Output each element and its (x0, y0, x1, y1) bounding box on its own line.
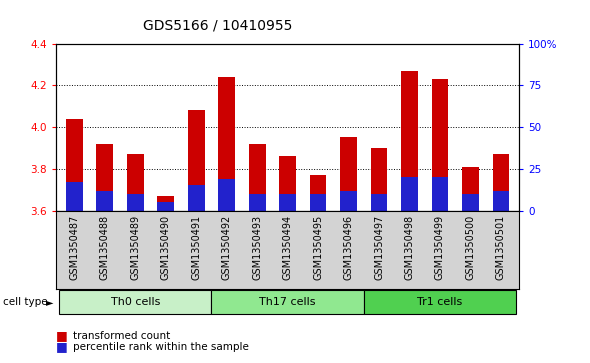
Text: GSM1350493: GSM1350493 (252, 215, 262, 280)
Bar (279, 156, 296, 211)
Text: Th0 cells: Th0 cells (110, 297, 160, 307)
Bar (127, 194, 143, 211)
Bar (432, 177, 448, 211)
Text: GSM1350492: GSM1350492 (222, 215, 232, 280)
Bar (371, 194, 388, 211)
Bar (249, 144, 266, 211)
FancyBboxPatch shape (59, 290, 211, 314)
Bar (310, 175, 326, 211)
Text: GSM1350488: GSM1350488 (100, 215, 110, 280)
Text: GSM1350500: GSM1350500 (466, 215, 476, 280)
Text: GSM1350487: GSM1350487 (70, 215, 79, 280)
Text: ►: ► (46, 297, 54, 307)
Bar (493, 154, 509, 211)
Text: cell type: cell type (3, 297, 48, 307)
Bar (158, 202, 174, 211)
Bar (218, 179, 235, 211)
Bar (218, 77, 235, 211)
Bar (158, 196, 174, 211)
Text: GSM1350501: GSM1350501 (496, 215, 506, 280)
Bar (188, 185, 205, 211)
Bar (493, 191, 509, 211)
Bar (279, 194, 296, 211)
Text: ■: ■ (56, 329, 68, 342)
Bar (249, 194, 266, 211)
Bar (462, 167, 479, 211)
Text: Tr1 cells: Tr1 cells (417, 297, 463, 307)
Text: GSM1350499: GSM1350499 (435, 215, 445, 280)
Bar (127, 154, 143, 211)
Bar (462, 194, 479, 211)
Bar (432, 79, 448, 211)
Text: percentile rank within the sample: percentile rank within the sample (73, 342, 248, 352)
FancyBboxPatch shape (364, 290, 516, 314)
Text: transformed count: transformed count (73, 331, 170, 341)
Bar (371, 148, 388, 211)
Text: GSM1350495: GSM1350495 (313, 215, 323, 280)
Text: GDS5166 / 10410955: GDS5166 / 10410955 (143, 18, 293, 32)
Bar (66, 182, 83, 211)
Text: ■: ■ (56, 340, 68, 353)
Bar (96, 191, 113, 211)
Bar (401, 71, 418, 211)
Text: GSM1350497: GSM1350497 (374, 215, 384, 280)
Text: GSM1350496: GSM1350496 (343, 215, 353, 280)
Text: GSM1350494: GSM1350494 (283, 215, 293, 280)
Text: GSM1350498: GSM1350498 (405, 215, 415, 280)
FancyBboxPatch shape (211, 290, 364, 314)
Bar (96, 144, 113, 211)
Text: GSM1350491: GSM1350491 (191, 215, 201, 280)
Bar (188, 110, 205, 211)
Text: Th17 cells: Th17 cells (260, 297, 316, 307)
Bar (340, 191, 357, 211)
Bar (310, 194, 326, 211)
Bar (401, 177, 418, 211)
Bar (66, 119, 83, 211)
Text: GSM1350489: GSM1350489 (130, 215, 140, 280)
Bar (340, 138, 357, 211)
Text: GSM1350490: GSM1350490 (160, 215, 171, 280)
